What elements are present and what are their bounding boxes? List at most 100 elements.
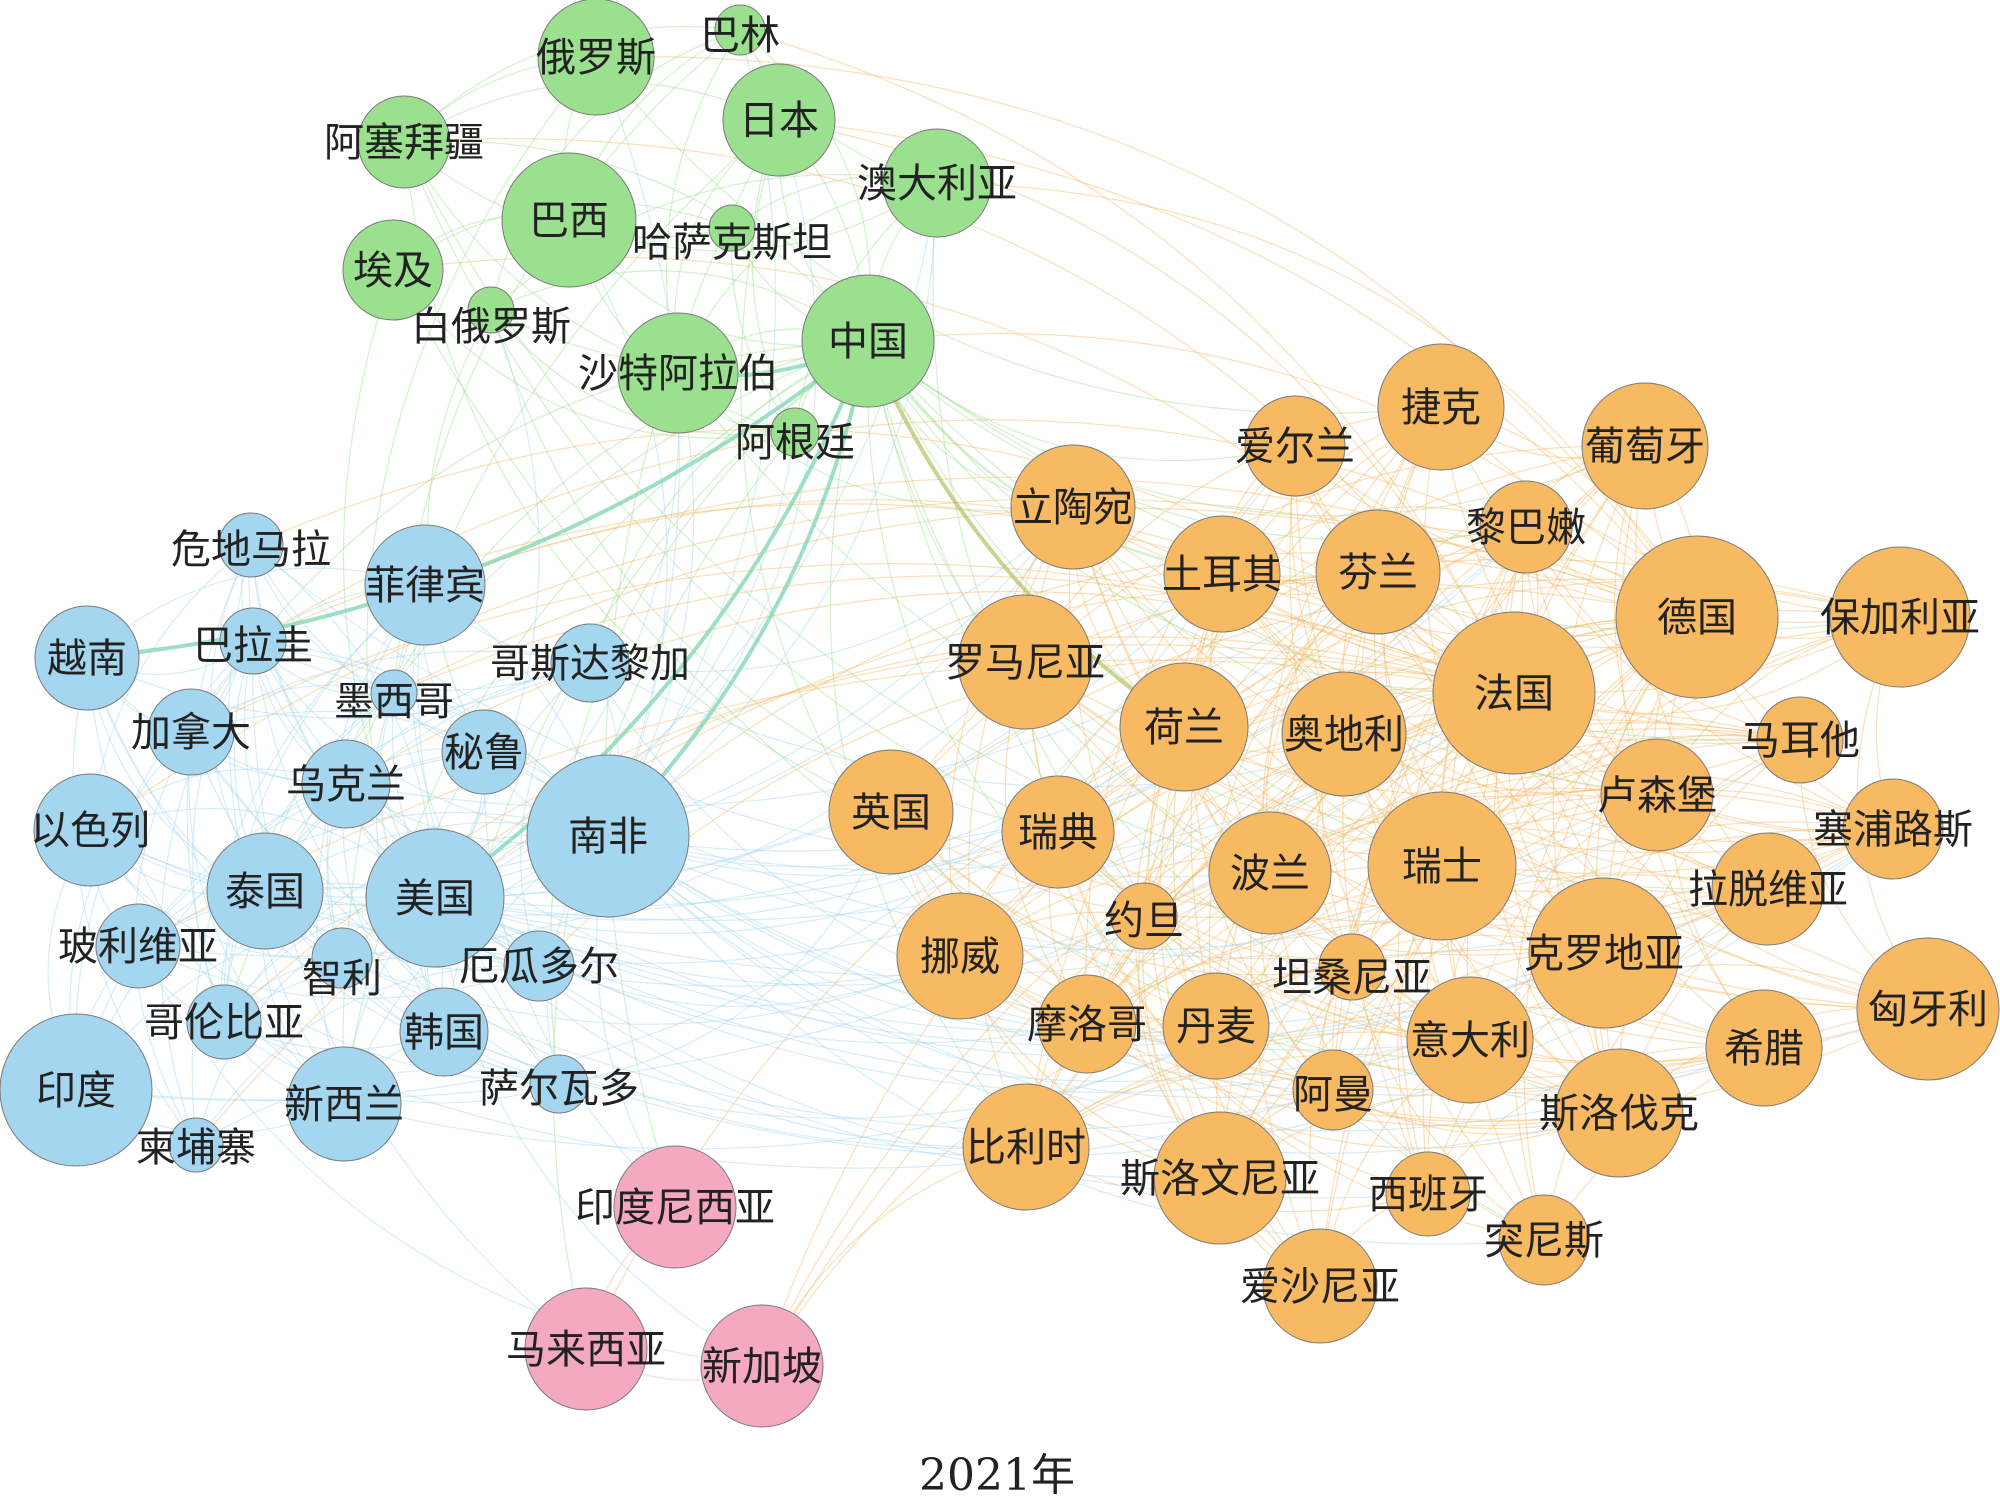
edge-usa-argentina	[434, 431, 796, 899]
node-label-australia: 澳大利亚	[857, 161, 1017, 207]
node-circle-portugal	[1581, 382, 1709, 510]
node-label-lebanon: 黎巴嫩	[1466, 505, 1586, 551]
node-vietnam: 越南	[34, 605, 140, 711]
node-circle-croatia	[1528, 877, 1680, 1029]
node-turkey: 土耳其	[1162, 515, 1282, 633]
node-label-mexico: 墨西哥	[334, 679, 454, 725]
node-circle-tunisia	[1498, 1194, 1590, 1286]
node-switzerland: 瑞士	[1367, 791, 1517, 941]
node-korea: 韩国	[399, 987, 489, 1077]
node-guatemala: 危地马拉	[171, 512, 331, 578]
node-circle-guatemala	[218, 512, 284, 578]
edge-costarica-canada	[190, 650, 591, 733]
node-label-estonia: 爱沙尼亚	[1240, 1264, 1400, 1310]
node-label-turkey: 土耳其	[1162, 552, 1282, 598]
node-label-azerbaijan: 阿塞拜疆	[324, 120, 484, 166]
node-label-austria: 奥地利	[1284, 712, 1404, 758]
node-label-malta: 马耳他	[1740, 718, 1860, 764]
node-circle-italy	[1406, 976, 1534, 1104]
node-label-slovakia: 斯洛伐克	[1539, 1091, 1699, 1137]
node-circle-jordan	[1110, 882, 1178, 950]
edge-turkey-slovenia	[1148, 573, 1223, 1179]
node-canada: 加拿大	[131, 688, 251, 776]
edge-lebanon-jordan	[1143, 526, 1527, 917]
edge-china-switzerland	[867, 340, 1443, 867]
node-ukraine: 乌克兰	[286, 739, 406, 829]
strong-edge-vietnam-china	[86, 339, 870, 660]
node-circle-greece	[1705, 989, 1823, 1107]
edge-china-malta	[867, 340, 1801, 742]
edge-bulgaria-oman	[1332, 616, 1901, 1091]
edge-paraguay-malaysia	[252, 640, 587, 1350]
node-slovakia: 斯洛伐克	[1539, 1048, 1699, 1178]
node-label-sweden: 瑞典	[1018, 810, 1098, 856]
node-label-korea: 韩国	[404, 1010, 484, 1056]
edge-germany-china	[867, 332, 1698, 618]
node-newzealand: 新西兰	[284, 1046, 404, 1162]
edge-netherlands-slovenia	[1134, 726, 1221, 1179]
node-label-india: 印度	[36, 1068, 116, 1114]
node-label-indonesia: 印度尼西亚	[575, 1185, 775, 1231]
edge-poland-latvia	[1269, 872, 1769, 928]
node-circle-india	[0, 1013, 153, 1167]
edge-france-bolivia	[137, 659, 1515, 947]
node-tanzania: 坦桑尼亚	[1272, 933, 1432, 1001]
node-circle-ireland	[1244, 395, 1346, 497]
edge-germany-israel	[89, 497, 1698, 831]
node-label-hungary: 匈牙利	[1868, 987, 1988, 1033]
edge-paraguay-costarica	[252, 640, 591, 691]
node-circle-turkey	[1163, 515, 1281, 633]
node-bolivia: 玻利维亚	[58, 903, 218, 989]
node-label-tunisia: 突尼斯	[1484, 1218, 1604, 1264]
node-circle-russia	[537, 0, 655, 116]
node-label-saudi: 沙特阿拉伯	[578, 351, 778, 397]
node-circle-ukraine	[301, 739, 391, 829]
node-circle-czech	[1377, 343, 1505, 471]
node-circle-morocco	[1037, 974, 1137, 1074]
edge-vietnam-cambodia	[71, 657, 197, 1146]
edge-france-bahrain	[739, 29, 1515, 694]
node-belgium: 比利时	[962, 1083, 1090, 1211]
edge-luxembourg-slovenia	[1219, 794, 1658, 1179]
node-circle-norway	[896, 892, 1024, 1020]
edge-guatemala-poland	[250, 544, 1271, 878]
edge-ireland-tunisia	[1289, 445, 1545, 1241]
node-israel: 以色列	[30, 773, 150, 887]
node-circle-lebanon	[1479, 480, 1573, 574]
edge-turkey-hungary	[1221, 573, 1929, 1010]
node-cyprus: 塞浦路斯	[1813, 778, 1973, 880]
node-label-costarica: 哥斯达黎加	[490, 641, 690, 687]
node-bahrain: 巴林	[700, 4, 780, 59]
edge-france-canada	[190, 563, 1515, 733]
node-hungary: 匈牙利	[1856, 937, 2000, 1081]
edge-germany-tunisia	[1512, 616, 1698, 1241]
node-circle-japan	[722, 63, 836, 177]
node-circle-malta	[1756, 696, 1844, 784]
node-norway: 挪威	[896, 892, 1024, 1020]
edge-austria-greece	[1343, 733, 1765, 1049]
edge-paraguay-colombia	[191, 640, 254, 1023]
node-romania: 罗马尼亚	[945, 594, 1105, 730]
edge-china-france	[867, 340, 1515, 694]
node-egypt: 埃及	[342, 219, 444, 321]
node-uk: 英国	[828, 749, 954, 875]
node-label-russia: 俄罗斯	[536, 35, 656, 81]
node-circle-chile	[311, 927, 373, 989]
node-label-china: 中国	[828, 319, 908, 365]
node-estonia: 爱沙尼亚	[1240, 1228, 1400, 1344]
edge-southafrica-lithuania	[607, 506, 1074, 837]
node-circle-netherlands	[1119, 662, 1249, 792]
node-circle-bahrain	[714, 4, 766, 56]
node-circle-usa	[365, 828, 505, 968]
node-circle-belgium	[962, 1083, 1090, 1211]
node-circle-oman	[1292, 1049, 1374, 1131]
node-austria: 奥地利	[1281, 671, 1407, 797]
node-sweden: 瑞典	[1001, 775, 1115, 889]
node-circle-korea	[399, 987, 489, 1077]
node-circle-egypt	[342, 219, 444, 321]
node-circle-bulgaria	[1829, 546, 1971, 688]
node-circle-luxembourg	[1600, 738, 1714, 852]
node-latvia: 拉脱维亚	[1688, 832, 1848, 946]
